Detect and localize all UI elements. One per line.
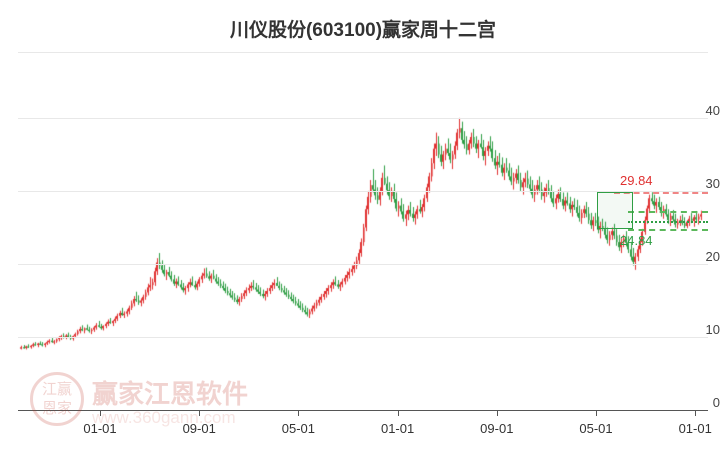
x-tick-label-1: 09-01	[182, 421, 216, 436]
y-tick-label-20: 20	[705, 249, 720, 264]
highlight-range-box	[597, 192, 633, 229]
y-tick-label-40: 40	[705, 103, 720, 118]
x-tick-mark-2	[298, 410, 300, 416]
x-tick-mark-3	[397, 410, 399, 416]
annotation-line-mid-center	[628, 220, 708, 223]
x-tick-label-5: 05-01	[579, 421, 613, 436]
annotation-line-resistance	[614, 192, 708, 195]
y-tick-label-0: 0	[712, 395, 720, 410]
x-tick-label-0: 01-01	[83, 421, 117, 436]
y-tick-label-10: 10	[705, 322, 720, 337]
annotation-line-support	[628, 228, 708, 231]
annotation-line-mid-upper	[628, 211, 708, 214]
gridline-10	[18, 337, 708, 338]
x-tick-label-4: 09-01	[480, 421, 514, 436]
x-tick-mark-4	[496, 410, 498, 416]
gridline-40	[18, 118, 708, 119]
x-tick-mark-1	[199, 410, 201, 416]
x-tick-mark-6	[695, 410, 697, 416]
y-tick-label-30: 30	[705, 176, 720, 191]
x-tick-mark-5	[596, 410, 597, 416]
x-tick-label-3: 01-01	[380, 421, 415, 436]
gridline-30	[18, 191, 708, 192]
resistance-price-label: 29.84	[620, 173, 653, 189]
x-tick-label-6: 01-01	[678, 421, 712, 436]
x-axis-line	[18, 410, 708, 411]
x-tick-mark-0	[100, 410, 101, 416]
x-tick-label-2: 05-01	[281, 421, 316, 436]
gridline-20	[18, 264, 708, 265]
gridline-top	[18, 52, 708, 53]
support-price-label: 24.84	[620, 232, 653, 248]
